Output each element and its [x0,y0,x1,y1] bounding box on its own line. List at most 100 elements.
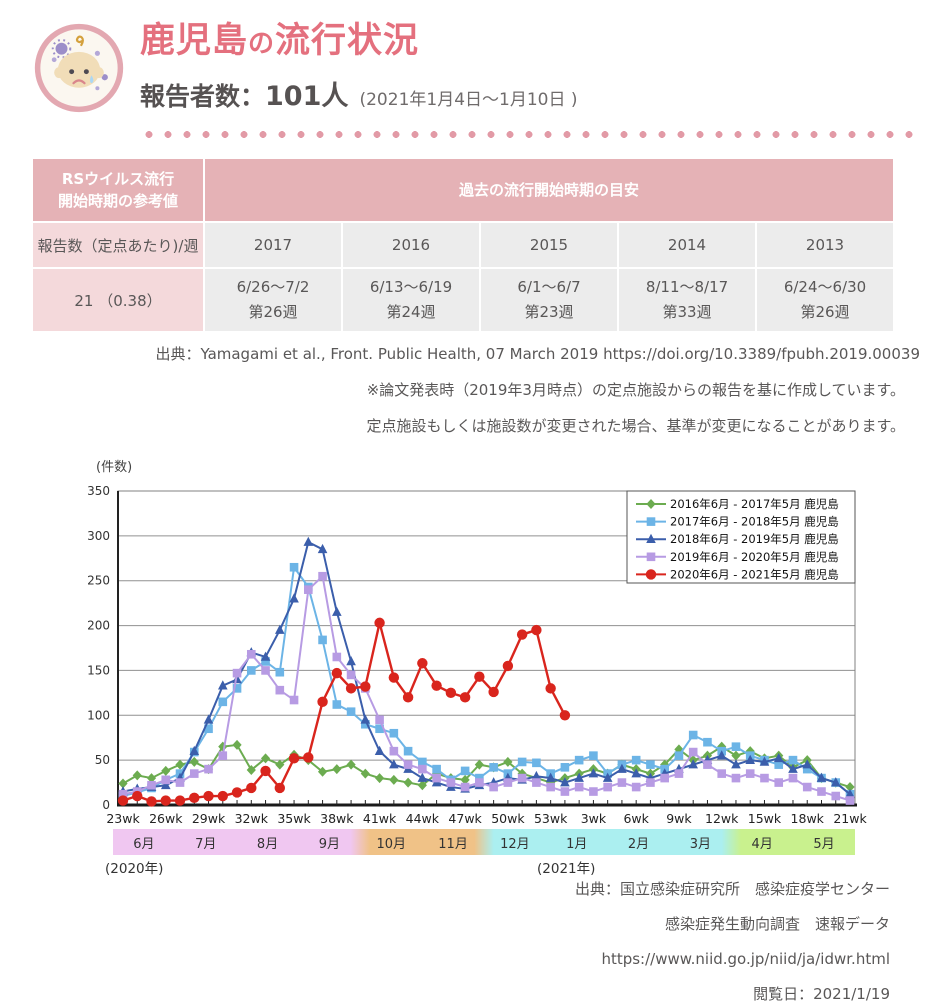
report-count-label: 報告者数： [140,82,266,111]
month-label: 12月 [500,836,530,852]
period-cell: 6/1～6/7 第23週 [481,269,617,331]
row-label-cell: 報告数（定点あたり)/週 [33,223,203,267]
series-3 [118,571,855,805]
month-label: 2月 [627,836,650,852]
legend-item-label: 2019年6月 - 2020年5月 鹿児島 [670,550,839,564]
source-access-date: 閲覧日：2021/1/19 [753,985,890,1003]
page-header: 鹿児島の流行状況 報告者数：101人 (2021年1月4日～1月10日 ) [0,0,927,159]
period-week: 第33週 [662,303,712,321]
table-header-past-periods: 過去の流行開始時期の目安 [205,159,893,221]
month-label: 9月 [318,836,341,852]
month-label: 11月 [438,836,468,852]
period-week: 第26週 [248,303,298,321]
year-cell: 2017 [205,223,341,267]
report-count: 報告者数：101人 (2021年1月4日～1月10日 ) [140,74,920,113]
year-cell: 2016 [343,223,479,267]
citation-block: 出典：Yamagami et al., Front. Public Health… [0,344,927,437]
table-header-line1: RSウイルス流行 [61,169,175,188]
year-label-2020: (2020年) [105,861,164,877]
year-text: 2013 [805,236,845,254]
legend-item-label: 2018年6月 - 2019年5月 鹿児島 [670,532,839,546]
year-cell: 2014 [619,223,755,267]
period-cell: 8/11～8/17 第33週 [619,269,755,331]
title-region: 鹿児島 [140,21,249,61]
month-label: 1月 [566,836,588,852]
source-org: 出典：国立感染症研究所 感染症疫学センター [574,880,890,898]
x-tick-label: 38wk [320,811,354,826]
period-range: 6/13～6/19 [369,278,453,297]
source-url: https://www.niid.go.jp/niid/ja/idwr.html [601,950,890,968]
month-label: 5月 [813,836,835,852]
x-tick-label: 47wk [448,811,482,826]
y-tick-label: 100 [87,708,110,722]
reference-table: RSウイルス流行 開始時期の参考値 過去の流行開始時期の目安 報告数（定点あたり… [33,159,893,331]
citation-source: 出典：Yamagami et al., Front. Public Health… [155,345,920,363]
x-tick-label: 29wk [192,811,226,826]
x-tick-label: 3wk [581,811,607,826]
x-tick-label: 18wk [791,811,825,826]
legend-item-label: 2017年6月 - 2018年5月 鹿児島 [670,515,839,529]
y-tick-label: 350 [87,484,110,498]
x-tick-label: 44wk [406,811,440,826]
dotted-divider [140,130,922,139]
x-tick-label: 26wk [149,811,183,826]
legend-item-label: 2020年6月 - 2021年5月 鹿児島 [670,567,839,581]
source-survey: 感染症発生動向調査 速報データ [664,915,890,933]
table-header-line2: 開始時期の参考値 [57,192,178,210]
year-text: 2017 [253,236,293,254]
x-tick-label: 15wk [748,811,782,826]
period-cell: 6/13～6/19 第24週 [343,269,479,331]
month-label: 10月 [376,836,406,852]
year-text: 2014 [667,236,707,254]
table-header-past-label: 過去の流行開始時期の目安 [458,180,639,199]
chart-legend: 2016年6月 - 2017年5月 鹿児島 2017年6月 - 2018年5月 鹿… [626,490,856,584]
report-period: (2021年1月4日～1月10日 ) [359,90,578,110]
epidemic-trend-chart: 0 50 100 150 200 250 300 350 (件数) 23wk 26wk 29wk 32w… [87,460,867,826]
period-week: 第23週 [524,303,574,321]
row-label-text: 報告数（定点あたり)/週 [37,236,199,255]
month-band: 6月 7月 8月 9月 10月 11月 12月 1月 2月 3月 4月 5月 [113,829,855,855]
citation-note-1: ※論文発表時（2019年3月時点）の定点施設からの報告を基に作成しています。 [366,381,905,399]
header-text: 鹿児島の流行状況 報告者数：101人 (2021年1月4日～1月10日 ) [140,24,922,139]
period-range: 6/26～7/2 [236,278,310,297]
y-tick-label: 150 [87,663,110,677]
series-2 [118,536,855,799]
period-range: 6/24～6/30 [783,278,867,297]
month-label: 3月 [689,836,711,852]
current-value-text: 21 （0.38） [74,291,162,310]
legend-item-label: 2016年6月 - 2017年5月 鹿児島 [670,497,839,511]
series-4 [117,617,571,807]
year-cell: 2013 [757,223,893,267]
month-label: 6月 [133,836,155,852]
x-tick-label: 50wk [491,811,525,826]
page-title: 鹿児島の流行状況 [140,24,920,59]
period-range: 8/11～8/17 [645,278,729,297]
table-header-reference: RSウイルス流行 開始時期の参考値 [33,159,203,221]
month-label: 8月 [256,836,279,852]
x-tick-label: 53wk [534,811,568,826]
chart-section: 0 50 100 150 200 250 300 350 (件数) 23wk 26wk 29wk 32w… [0,455,927,879]
x-tick-label: 35wk [277,811,311,826]
x-tick-label: 9wk [666,811,692,826]
x-tick-label: 23wk [106,811,140,826]
period-week: 第26週 [800,303,850,321]
year-cell: 2015 [481,223,617,267]
period-range: 6/1～6/7 [517,278,581,297]
x-tick-label: 6wk [623,811,649,826]
title-particle: の [248,29,276,59]
period-cell: 6/26～7/2 第26週 [205,269,341,331]
x-tick-label: 12wk [705,811,739,826]
year-text: 2015 [529,236,569,254]
citation-note-2: 定点施設もしくは施設数が変更された場合、基準が変更になることがあります。 [366,417,905,435]
period-cell: 6/24～6/30 第26週 [757,269,893,331]
y-tick-label: 300 [87,529,110,543]
year-label-2021: (2021年) [537,861,596,877]
x-tick-label: 21wk [833,811,867,826]
year-text: 2016 [391,236,431,254]
y-tick-label: 250 [87,574,110,588]
crying-baby-icon [33,22,125,114]
y-tick-label: 200 [87,619,110,633]
report-count-value: 101人 [265,81,349,112]
x-tick-label: 32wk [235,811,269,826]
